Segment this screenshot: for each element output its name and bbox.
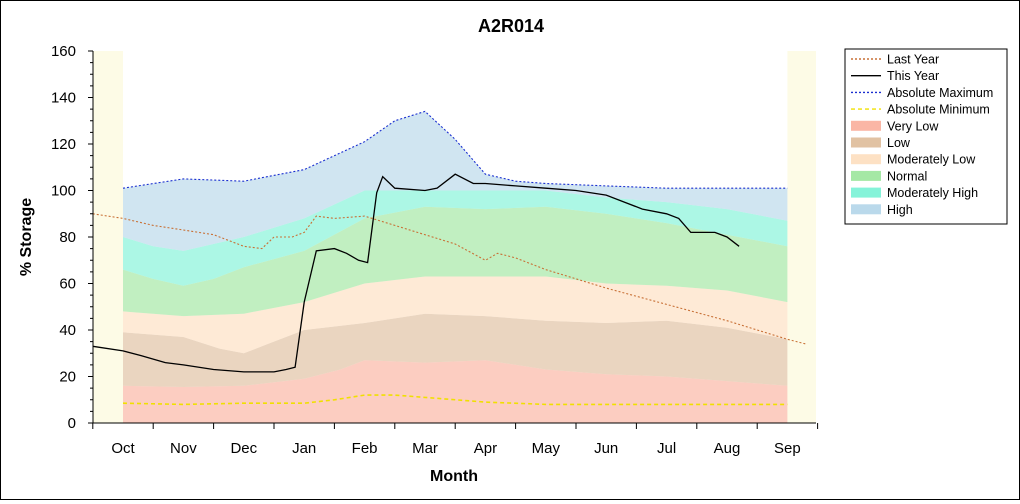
legend-swatch-high [851, 204, 881, 215]
legend-swatch-moderately-high [851, 187, 881, 198]
legend-label: Low [887, 136, 911, 150]
legend-label: High [887, 203, 913, 217]
legend-label: Moderately High [887, 186, 978, 200]
legend-swatch-moderately-low [851, 154, 881, 165]
y-tick-label: 0 [68, 415, 76, 432]
x-tick-label: Dec [230, 440, 257, 457]
x-tick-label: Nov [170, 440, 197, 457]
legend-swatch-normal [851, 170, 881, 181]
series-last-year [92, 213, 806, 345]
legend-label: Absolute Maximum [887, 86, 993, 100]
x-tick-label: Mar [412, 440, 438, 457]
y-tick-label: 20 [59, 369, 76, 386]
y-tick-label: 100 [51, 183, 76, 200]
x-axis-title: Month [430, 468, 478, 485]
chart-title: A2R014 [478, 16, 544, 36]
y-tick-label: 60 [59, 276, 76, 293]
series-absolute-minimum [122, 394, 788, 406]
x-tick-label: Jul [657, 440, 676, 457]
legend-label: Absolute Minimum [887, 103, 990, 117]
y-tick-label: 80 [59, 229, 76, 246]
x-tick-label: Oct [111, 440, 135, 457]
y-axis-title: % Storage [18, 198, 35, 276]
x-tick-label: Jan [292, 440, 316, 457]
x-tick-label: Aug [714, 440, 741, 457]
y-tick-label: 160 [51, 43, 76, 60]
band-very-low [123, 360, 788, 423]
legend-label: This Year [887, 69, 939, 83]
legend-swatch-low [851, 137, 881, 148]
legend-label: Very Low [887, 119, 939, 133]
x-tick-label: Sep [774, 440, 801, 457]
band-high [123, 111, 788, 251]
x-tick-label: Apr [474, 440, 497, 457]
legend-label: Moderately Low [887, 153, 976, 167]
legend-label: Normal [887, 169, 927, 183]
band-normal [123, 206, 788, 317]
legend-label: Last Year [887, 53, 939, 67]
y-tick-label: 120 [51, 136, 76, 153]
y-tick-label: 140 [51, 90, 76, 107]
x-tick-label: Jun [594, 440, 618, 457]
x-tick-label: May [532, 440, 561, 457]
legend: Last Year This Year Absolute Maximum Absolu… [844, 48, 1008, 225]
y-tick-label: 40 [59, 322, 76, 339]
plot-area: 0 20 40 60 80 100 120 140 160 Oct Nov Dec Jan Feb Mar A… [51, 43, 819, 457]
band-moderately-high [123, 190, 788, 286]
x-tick-label: Feb [352, 440, 378, 457]
legend-swatch-very-low [851, 120, 881, 131]
series-this-year [92, 173, 740, 373]
band-moderately-low [123, 276, 788, 354]
